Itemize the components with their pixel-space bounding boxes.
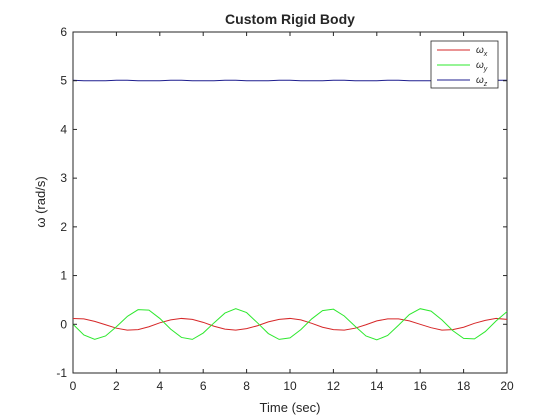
x-tick-label: 2 <box>113 379 120 393</box>
axes-box <box>72 31 508 374</box>
chart-title: Custom Rigid Body <box>225 11 355 27</box>
y-tick-label: 4 <box>60 122 67 136</box>
plot-area <box>72 31 508 374</box>
y-axis-ticks: -1 0 1 2 3 4 5 6 <box>56 25 507 380</box>
x-tick-label: 6 <box>200 379 207 393</box>
y-tick-label: 5 <box>60 74 67 88</box>
legend-subscript: x <box>483 51 488 58</box>
legend-symbol: ω <box>476 60 484 71</box>
legend-entry-z: ωz <box>476 75 488 88</box>
legend-symbol: ω <box>476 75 484 86</box>
series-line-y <box>72 308 508 341</box>
legend-entry-y: ωy <box>476 60 488 73</box>
x-tick-label: 0 <box>70 379 77 393</box>
y-tick-label: 2 <box>60 220 67 234</box>
y-tick-label: -1 <box>56 366 67 380</box>
x-tick-label: 10 <box>283 379 297 393</box>
legend-entry-x: ωx <box>476 45 488 58</box>
x-tick-label: 12 <box>327 379 341 393</box>
y-axis-label: ω (rad/s) <box>33 176 48 227</box>
legend-symbol: ω <box>476 45 484 56</box>
x-axis-ticks: 0 2 4 6 8 10 12 14 16 18 20 <box>70 32 514 393</box>
x-axis-label: Time (sec) <box>260 400 321 415</box>
y-tick-label: 1 <box>60 269 67 283</box>
y-tick-label: 3 <box>60 171 67 185</box>
y-tick-label: 0 <box>60 317 67 331</box>
series-line-x <box>72 317 508 331</box>
x-tick-label: 18 <box>457 379 471 393</box>
x-tick-label: 16 <box>414 379 428 393</box>
x-tick-label: 8 <box>243 379 250 393</box>
x-tick-label: 20 <box>500 379 514 393</box>
legend-subscript: z <box>483 81 488 88</box>
x-tick-label: 4 <box>156 379 163 393</box>
x-tick-label: 14 <box>370 379 384 393</box>
y-tick-label: 6 <box>60 25 67 39</box>
legend-subscript: y <box>483 66 488 73</box>
